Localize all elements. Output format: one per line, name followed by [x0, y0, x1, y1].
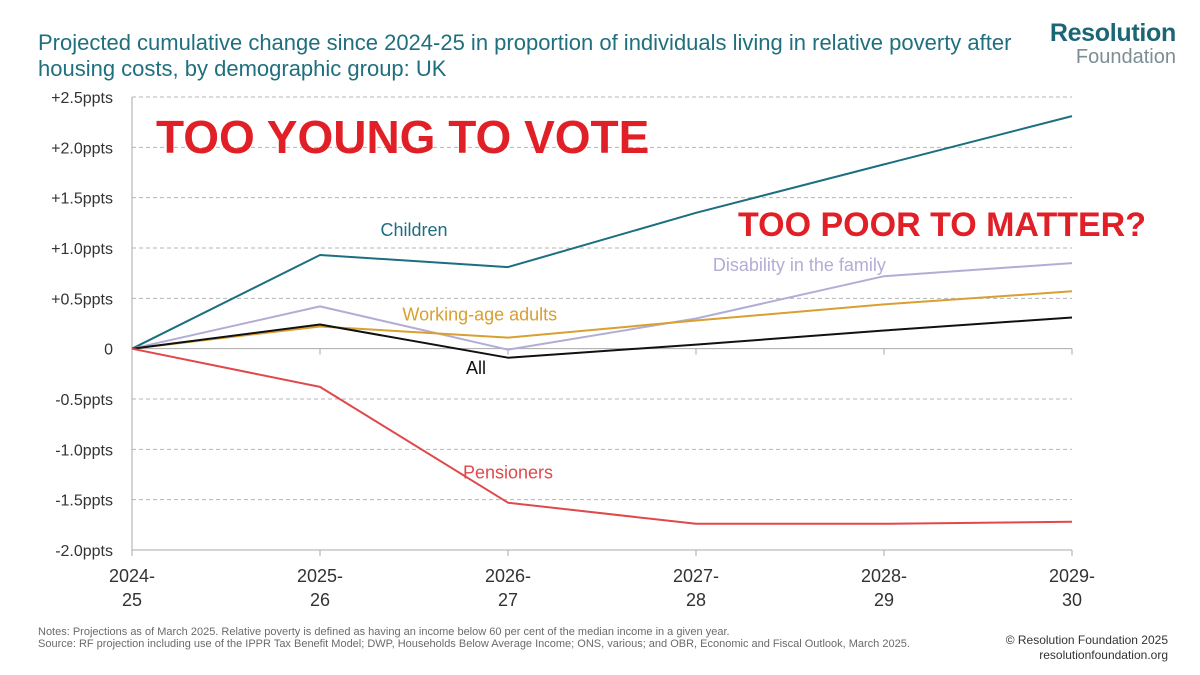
y-tick-label: +1.0ppts — [51, 241, 113, 258]
series-label-working-age-adults: Working-age adults — [402, 304, 557, 324]
y-tick-label: -0.5ppts — [55, 392, 113, 409]
x-tick-label: 29 — [874, 590, 894, 610]
x-tick-label: 28 — [686, 590, 706, 610]
y-tick-label: -2.0ppts — [55, 543, 113, 560]
series-line-disability-in-the-family — [131, 262, 1073, 351]
overlay-subhead: TOO POOR TO MATTER? — [738, 206, 1146, 244]
series-label-disability-in-the-family: Disability in the family — [713, 255, 886, 275]
credit: © Resolution Foundation 2025 resolutionf… — [1006, 633, 1168, 663]
y-tick-label: +2.5ppts — [51, 90, 113, 107]
notes-line-1: Notes: Projections as of March 2025. Rel… — [38, 626, 730, 638]
x-tick-label: 26 — [310, 590, 330, 610]
series-label-pensioners: Pensioners — [463, 463, 553, 483]
x-tick-label: 2026- — [485, 566, 531, 586]
y-tick-label: 0 — [104, 342, 113, 359]
y-tick-label: +1.5ppts — [51, 191, 113, 208]
grid-lines — [132, 96, 1072, 551]
notes-source: Source: RF projection including use of t… — [38, 638, 910, 650]
website-text: resolutionfoundation.org — [1039, 648, 1168, 662]
x-tick-label: 2027- — [673, 566, 719, 586]
x-tick-label: 27 — [498, 590, 518, 610]
series-labels: Children Disability in the family Working-… — [380, 220, 885, 483]
x-tick-label: 2029- — [1049, 566, 1095, 586]
series-line-children — [131, 115, 1073, 350]
y-tick-label: +2.0ppts — [51, 140, 113, 157]
y-tick-label: +0.5ppts — [51, 291, 113, 308]
y-tick-label: -1.5ppts — [55, 493, 113, 510]
y-tick-label: -1.0ppts — [55, 442, 113, 459]
series-line-working-age-adults — [131, 290, 1073, 350]
logo-line-2: Foundation — [1075, 46, 1176, 68]
series-line-pensioners — [131, 347, 1073, 525]
overlay-headline: TOO YOUNG TO VOTE — [156, 111, 650, 163]
axes: +2.5ppts +2.0ppts +1.5ppts +1.0ppts +0.5ppts… — [51, 90, 1095, 610]
resolution-foundation-logo: Resolution Foundation — [1050, 20, 1176, 68]
series-label-all: All — [466, 358, 486, 378]
notes: Notes: Projections as of March 2025. Rel… — [38, 626, 998, 650]
x-tick-label: 2028- — [861, 566, 907, 586]
copyright-text: © Resolution Foundation 2025 — [1005, 633, 1168, 647]
series-label-children: Children — [380, 220, 447, 240]
logo-line-1: Resolution — [1049, 19, 1176, 47]
x-tick-label: 30 — [1062, 590, 1082, 610]
series-lines — [131, 115, 1073, 525]
x-tick-label: 2025- — [297, 566, 343, 586]
series-line-all — [131, 316, 1073, 359]
x-tick-label: 2024- — [109, 566, 155, 586]
chart-title: Projected cumulative change since 2024-2… — [38, 30, 1012, 81]
x-tick-label: 25 — [122, 590, 142, 610]
